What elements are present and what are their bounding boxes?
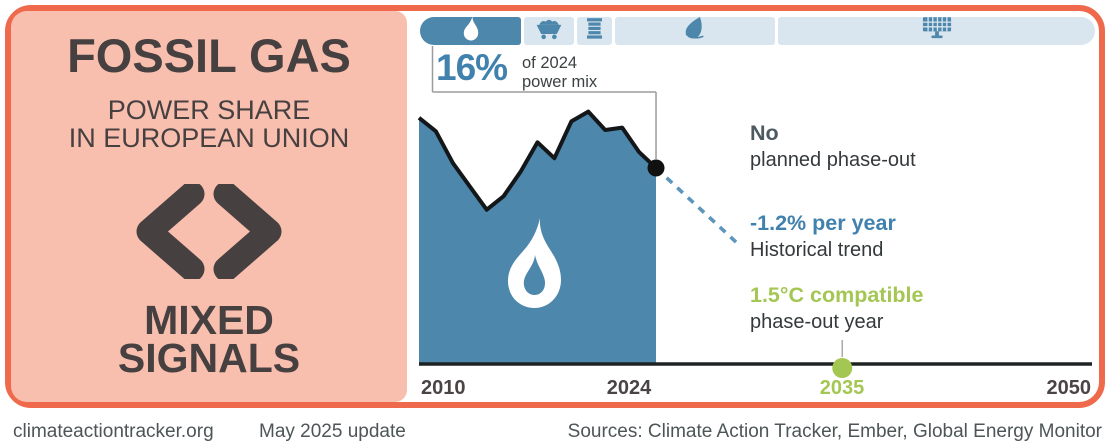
- annotation-title: -1.2% per year: [750, 211, 896, 235]
- rating-line-2: SIGNALS: [117, 335, 301, 381]
- coal-cart-icon: [535, 18, 563, 45]
- sources-label: Sources: Climate Action Tracker, Ember, …: [567, 421, 1102, 442]
- share-callout-value: 16%: [436, 47, 508, 88]
- tab-coal[interactable]: [524, 17, 574, 45]
- page-subtitle: POWER SHARE IN EUROPEAN UNION: [11, 96, 407, 152]
- share-callout-caption: of 2024 power mix: [522, 54, 597, 91]
- annotation-subtitle: phase-out year: [750, 311, 884, 333]
- rating-label: MIXED SIGNALS: [11, 297, 407, 381]
- tab-solar[interactable]: [778, 17, 1095, 45]
- annotation-historical-trend: -1.2% per year Historical trend: [750, 211, 896, 262]
- annotation-subtitle: Historical trend: [750, 239, 884, 261]
- annotation-subtitle: planned phase-out: [750, 149, 916, 171]
- tab-bioenergy[interactable]: [615, 17, 775, 45]
- annotation-15c-compatible: 1.5°C compatible phase-out year: [750, 283, 923, 334]
- update-label: May 2025 update: [259, 421, 406, 442]
- tab-gas[interactable]: [420, 16, 521, 46]
- subtitle-line-1: POWER SHARE: [107, 95, 311, 125]
- x-tick-2050: 2050: [1046, 377, 1092, 399]
- tab-oil[interactable]: [577, 17, 612, 45]
- mixed-signals-chevrons-icon: [11, 181, 407, 284]
- summary-panel: [11, 11, 407, 402]
- rating-line-1: MIXED: [144, 297, 274, 343]
- subtitle-line-2: IN EUROPEAN UNION: [68, 123, 350, 153]
- oil-barrel-icon: [587, 18, 602, 44]
- callout-caption-line-2: power mix: [522, 72, 598, 91]
- site-link[interactable]: climateactiontracker.org: [13, 421, 214, 442]
- flame-icon: [463, 16, 479, 46]
- x-tick-2035: 2035: [819, 377, 865, 399]
- leaf-icon: [683, 17, 707, 45]
- fuel-tabbar: [420, 16, 1095, 46]
- callout-caption-line-1: of 2024: [522, 54, 578, 72]
- solar-panel-icon: [922, 17, 952, 45]
- annotation-no-phaseout: No planned phase-out: [750, 121, 916, 172]
- annotation-title: No: [750, 121, 779, 145]
- x-tick-2024: 2024: [606, 377, 652, 399]
- x-tick-2010: 2010: [421, 377, 466, 399]
- page-title: FOSSIL GAS: [67, 29, 351, 82]
- annotation-title: 1.5°C compatible: [750, 283, 924, 307]
